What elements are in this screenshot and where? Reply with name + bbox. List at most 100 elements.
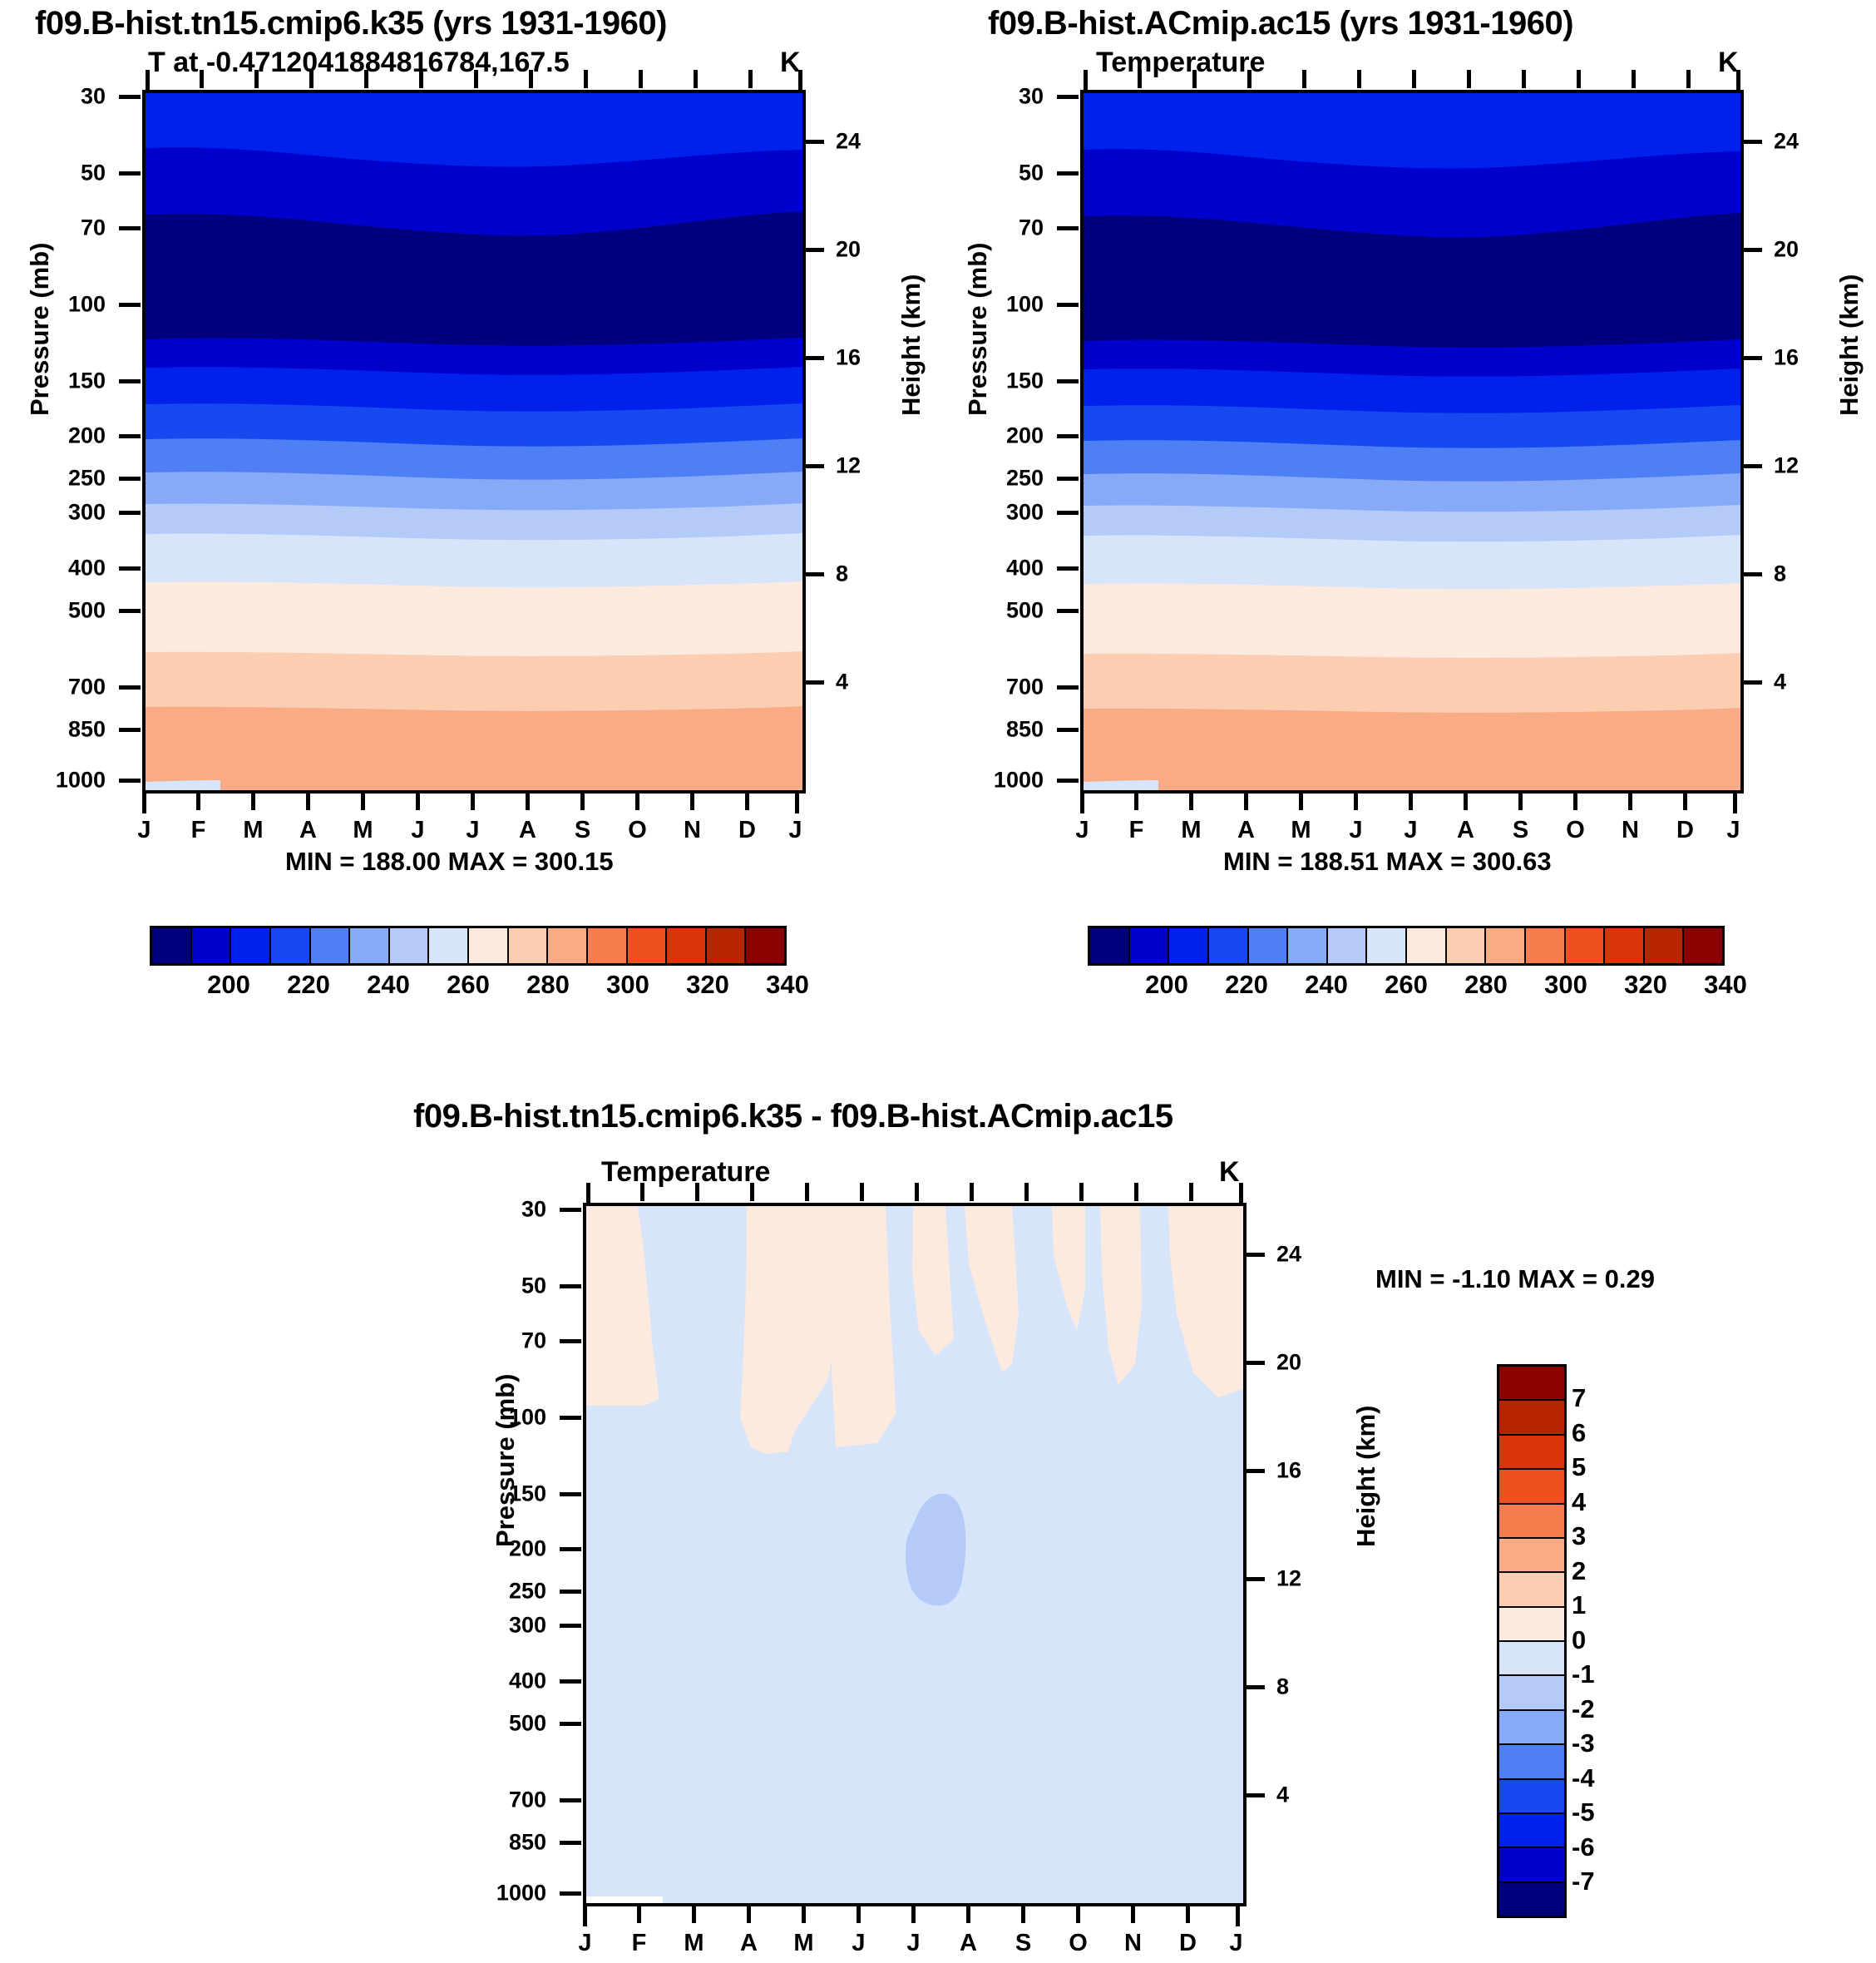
y2tick-24: 24: [836, 128, 861, 154]
y2tick-8: 8: [836, 561, 849, 586]
colorbar-swatch-2: [1499, 1538, 1564, 1574]
y2tick-12: 12: [1774, 452, 1799, 478]
y2tick-24: 24: [1276, 1241, 1302, 1267]
colorbar-swatch-7: [1499, 1367, 1564, 1402]
ytick-50: 50: [1018, 160, 1044, 185]
colorbar-swatch-4: [1248, 928, 1289, 963]
ytick-250: 250: [1005, 465, 1044, 491]
colorbar-swatch-0: [1090, 928, 1130, 963]
cb-tick-220: 220: [287, 970, 330, 999]
colorbar-swatch-m5: [1499, 1779, 1564, 1814]
xtick-month-8: S: [1015, 1930, 1032, 1956]
panel-left-height-axis: 24 20 16 12 8 4: [802, 90, 902, 787]
colorbar-swatch-4: [1499, 1470, 1564, 1505]
xtick-month-10: N: [684, 817, 701, 843]
colorbar-swatch-4: [310, 928, 351, 963]
panel-left-colorbar: [150, 926, 787, 966]
cb-tick-240: 240: [367, 970, 410, 999]
cb-tick-3: 3: [1572, 1521, 1587, 1550]
cb-tick-240: 240: [1305, 970, 1348, 999]
xtick-month-10: N: [1124, 1930, 1142, 1956]
ytick-700: 700: [67, 674, 106, 700]
xtick-month-4: M: [353, 817, 373, 843]
cb-tick-m4: -4: [1572, 1763, 1595, 1792]
colorbar-swatch-m7: [1499, 1848, 1564, 1883]
y2tick-4: 4: [1276, 1782, 1290, 1807]
panel-right-plot: [1080, 90, 1744, 794]
xtick-month-2: M: [243, 817, 264, 843]
y2tick-16: 16: [836, 344, 861, 370]
xtick-month-1: F: [190, 817, 206, 843]
panel-right-contour-fill: [1084, 93, 1740, 790]
panel-right-title: f09.B-hist.ACmip.ac15 (yrs 1931-1960): [988, 5, 1574, 42]
panel-left-units: K: [780, 47, 801, 78]
colorbar-swatch-m4: [1499, 1745, 1564, 1780]
panel-difference: f09.B-hist.tn15.cmip6.k35 - f09.B-hist.A…: [0, 1081, 1876, 1963]
y2tick-20: 20: [1276, 1349, 1302, 1375]
ytick-200: 200: [1005, 423, 1044, 448]
y2tick-4: 4: [836, 669, 849, 695]
ytick-300: 300: [508, 1612, 546, 1638]
xtick-month-2: M: [684, 1930, 704, 1956]
colorbar-swatch-2: [1169, 928, 1209, 963]
ytick-300: 300: [67, 499, 106, 525]
ytick-50: 50: [521, 1273, 546, 1298]
xtick-month-2: M: [1181, 817, 1202, 843]
cb-tick-0: 0: [1572, 1625, 1587, 1654]
cb-tick-320: 320: [686, 970, 729, 999]
xtick-month-3: A: [299, 817, 317, 843]
xtick-month-11: D: [738, 817, 756, 843]
y2tick-4: 4: [1774, 669, 1787, 695]
panel-left-contour-fill: [146, 93, 802, 790]
ytick-850: 850: [1005, 716, 1044, 742]
colorbar-swatch-m8: [1499, 1882, 1564, 1916]
ytick-50: 50: [80, 160, 106, 185]
cb-tick-m2: -2: [1572, 1694, 1595, 1723]
colorbar-swatch-5: [350, 928, 390, 963]
ytick-100: 100: [1005, 291, 1044, 317]
y2tick-16: 16: [1276, 1457, 1302, 1483]
colorbar-swatch-14: [1644, 928, 1685, 963]
ytick-250: 250: [67, 465, 106, 491]
xtick-month-1: F: [631, 1930, 647, 1956]
xtick-month-5: J: [852, 1930, 866, 1956]
ytick-500: 500: [508, 1710, 546, 1736]
cb-tick-m5: -5: [1572, 1797, 1595, 1827]
ytick-70: 70: [1018, 215, 1044, 240]
xtick-month-3: A: [740, 1930, 758, 1956]
ytick-200: 200: [67, 423, 106, 448]
xtick-month-7: A: [519, 817, 536, 843]
colorbar-swatch-8: [469, 928, 509, 963]
colorbar-swatch-10: [548, 928, 588, 963]
ytick-700: 700: [508, 1787, 546, 1812]
xtick-month-9: O: [1069, 1930, 1088, 1956]
colorbar-swatch-9: [1446, 928, 1487, 963]
ytick-1000: 1000: [993, 767, 1044, 793]
panel-difference-minmax: MIN = -1.10 MAX = 0.29: [1375, 1264, 1655, 1293]
panel-right-units: K: [1718, 47, 1739, 78]
colorbar-swatch-5: [1288, 928, 1328, 963]
colorbar-swatch-m6: [1499, 1813, 1564, 1849]
colorbar-swatch-0: [1499, 1607, 1564, 1642]
colorbar-swatch-3: [1499, 1504, 1564, 1539]
cb-tick-340: 340: [766, 970, 809, 999]
colorbar-swatch-6: [389, 928, 430, 963]
ytick-150: 150: [67, 368, 106, 393]
cb-tick-5: 5: [1572, 1452, 1587, 1481]
ytick-400: 400: [67, 555, 106, 581]
panel-difference-units: K: [1219, 1156, 1240, 1188]
cb-tick-280: 280: [1464, 970, 1508, 999]
xtick-month-10: N: [1622, 817, 1639, 843]
cb-tick-m3: -3: [1572, 1728, 1595, 1758]
colorbar-swatch-7: [429, 928, 469, 963]
y2tick-12: 12: [836, 452, 861, 478]
colorbar-swatch-3: [270, 928, 311, 963]
xtick-month-7: A: [960, 1930, 977, 1956]
cb-tick-340: 340: [1704, 970, 1747, 999]
panel-right-colorbar-labels: 200 220 240 260 280 300 320 340: [1088, 970, 1747, 1003]
cb-tick-7: 7: [1572, 1383, 1587, 1412]
xtick-month-1: F: [1128, 817, 1144, 843]
cb-tick-m6: -6: [1572, 1832, 1595, 1862]
xtick-month-9: O: [1566, 817, 1585, 843]
ytick-300: 300: [1005, 499, 1044, 525]
